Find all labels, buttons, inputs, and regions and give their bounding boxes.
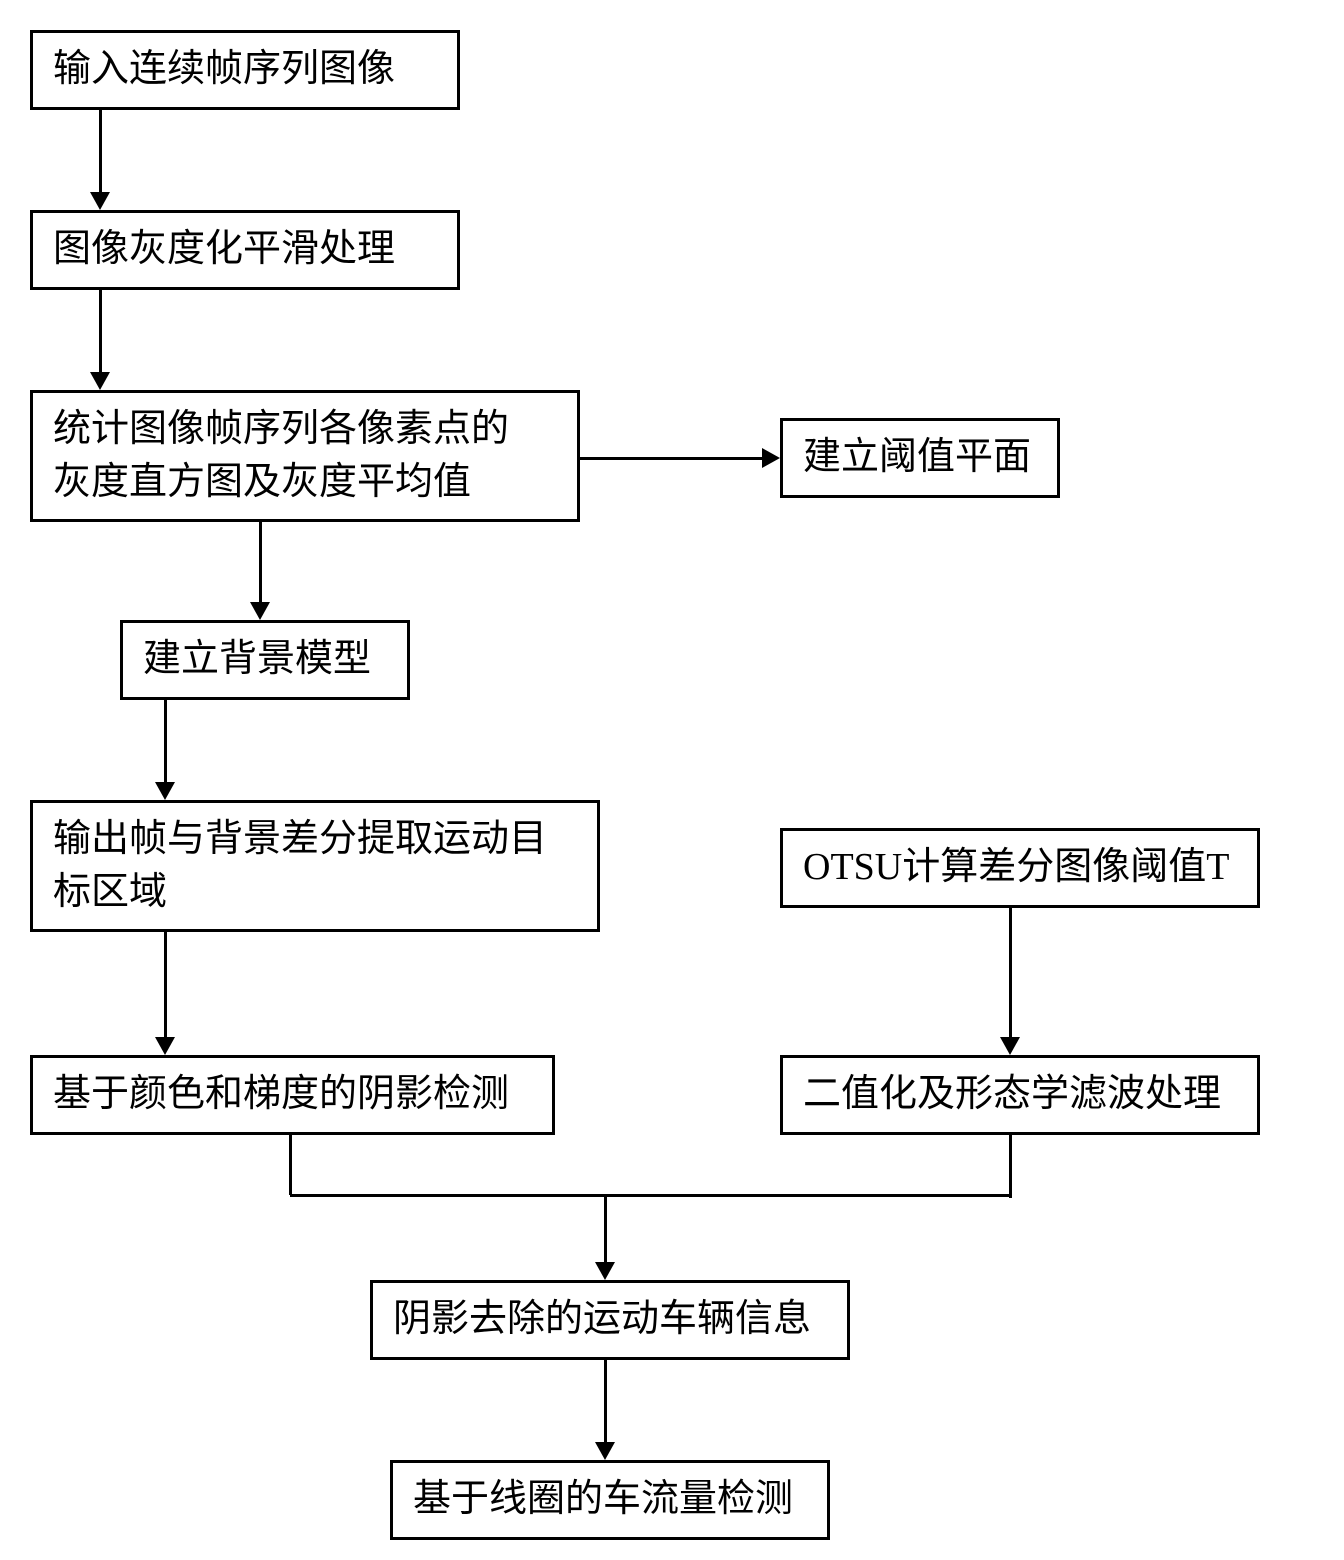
node-binarize-morphology: 二值化及形态学滤波处理: [780, 1055, 1260, 1135]
arrowhead-down-icon: [155, 782, 175, 800]
node-shadow-detection: 基于颜色和梯度的阴影检测: [30, 1055, 555, 1135]
arrow-line: [259, 522, 262, 602]
arrowhead-right-icon: [762, 448, 780, 468]
arrow-line: [604, 1360, 607, 1442]
arrow-line: [164, 932, 167, 1037]
arrowhead-down-icon: [90, 372, 110, 390]
arrowhead-down-icon: [250, 602, 270, 620]
node-grayscale-smoothing: 图像灰度化平滑处理: [30, 210, 460, 290]
arrow-line: [99, 290, 102, 372]
node-frame-diff-extract: 输出帧与背景差分提取运动目标区域: [30, 800, 600, 932]
node-input-frames: 输入连续帧序列图像: [30, 30, 460, 110]
arrow-line: [289, 1135, 292, 1195]
node-background-model: 建立背景模型: [120, 620, 410, 700]
node-shadow-removed-info: 阴影去除的运动车辆信息: [370, 1280, 850, 1360]
arrowhead-down-icon: [595, 1442, 615, 1460]
arrow-line: [99, 110, 102, 192]
arrowhead-down-icon: [595, 1262, 615, 1280]
arrowhead-down-icon: [155, 1037, 175, 1055]
arrow-line: [1009, 908, 1012, 1037]
node-traffic-detection: 基于线圈的车流量检测: [390, 1460, 830, 1540]
arrowhead-down-icon: [1000, 1037, 1020, 1055]
arrow-line: [164, 700, 167, 782]
node-otsu-threshold: OTSU计算差分图像阈值T: [780, 828, 1260, 908]
arrowhead-down-icon: [90, 192, 110, 210]
node-histogram-stats: 统计图像帧序列各像素点的灰度直方图及灰度平均值: [30, 390, 580, 522]
arrow-line: [580, 457, 762, 460]
arrow-line: [290, 1194, 1010, 1197]
node-threshold-plane: 建立阈值平面: [780, 418, 1060, 498]
arrow-line: [1009, 1135, 1012, 1198]
arrow-line: [604, 1195, 607, 1262]
